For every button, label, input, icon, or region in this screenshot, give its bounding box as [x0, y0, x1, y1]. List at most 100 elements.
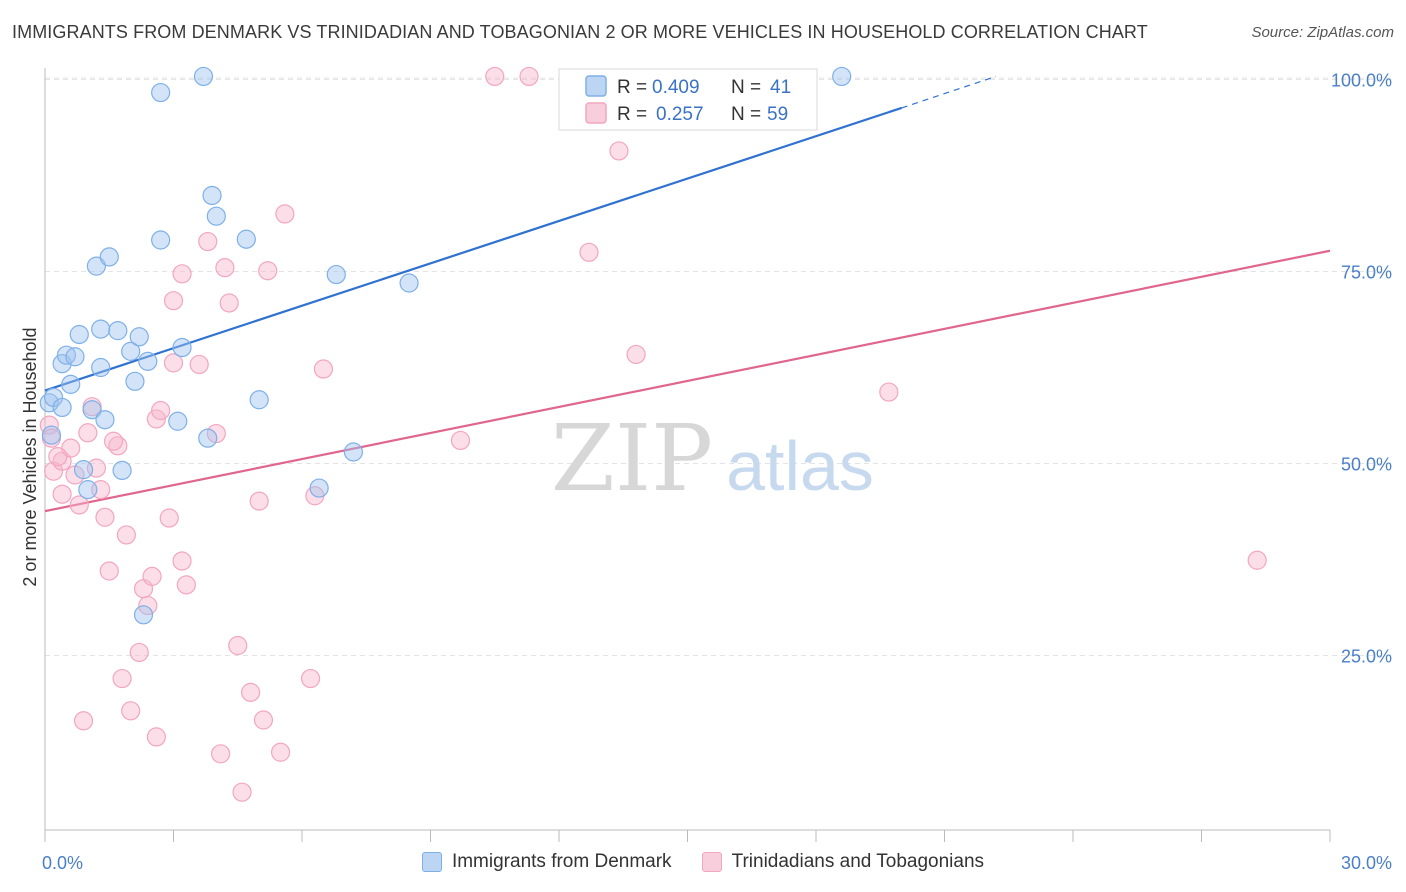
legend-swatch-denmark [585, 75, 607, 97]
y-tick-label: 50.0% [1341, 455, 1392, 475]
data-point-denmark [168, 411, 188, 431]
data-point-denmark [99, 247, 119, 267]
watermark: ZIP atlas [551, 405, 874, 512]
data-point-trinidad [198, 231, 218, 252]
data-point-trinidad [73, 711, 94, 731]
y-tick-label: 75.0% [1341, 263, 1392, 283]
data-point-denmark [121, 341, 141, 361]
legend-n-label-denmark: N = [731, 77, 761, 98]
legend-r-label-denmark: R = [617, 77, 647, 98]
data-point-denmark [82, 400, 102, 420]
data-point-denmark [138, 351, 158, 371]
data-point-denmark [91, 357, 111, 378]
data-point-denmark [95, 410, 115, 430]
data-point-denmark [309, 478, 329, 498]
data-point-denmark [52, 397, 72, 418]
data-point-denmark [73, 460, 94, 480]
data-point-denmark [108, 321, 128, 341]
data-point-trinidad [270, 742, 291, 762]
legend-n-label-trinidad: N = [731, 104, 761, 125]
tick-labels: 25.0% 50.0% 75.0% 100.0% 0.0% 30.0% [42, 71, 1392, 874]
chart-title: IMMIGRANTS FROM DENMARK VS TRINIDADIAN A… [12, 22, 1148, 42]
axes [44, 68, 1331, 842]
data-point-denmark [343, 442, 363, 462]
data-point-trinidad [142, 566, 162, 586]
data-point-trinidad [112, 668, 132, 689]
data-point-trinidad [1247, 550, 1267, 570]
data-point-trinidad [258, 261, 278, 281]
data-point-denmark [172, 337, 192, 358]
data-point-trinidad [163, 291, 184, 311]
bottom-legend-item-trinidad: Trinidadians and Tobagonians [701, 851, 984, 873]
data-point-trinidad [215, 258, 235, 278]
legend-r-value-trinidad: 0.257 [656, 104, 704, 125]
data-point-denmark [133, 605, 154, 625]
data-point-trinidad [151, 400, 171, 421]
data-point-trinidad [176, 575, 196, 595]
data-point-trinidad [211, 744, 231, 764]
data-point-trinidad [172, 264, 192, 284]
data-point-trinidad [95, 507, 115, 527]
data-point-trinidad [450, 430, 471, 451]
legend-n-value-trinidad: 59 [767, 104, 788, 125]
bottom-legend-swatch-denmark [421, 852, 442, 872]
data-point-denmark [202, 185, 222, 206]
data-point-trinidad [121, 701, 141, 721]
bottom-legend-swatch-trinidad [701, 852, 722, 872]
data-point-denmark [41, 425, 62, 445]
data-point-trinidad [219, 293, 239, 313]
grid-lines [45, 77, 1392, 656]
legend-r-label-trinidad: R = [617, 104, 647, 125]
legend-n-value-denmark: 41 [770, 77, 791, 98]
data-point-trinidad [228, 635, 248, 656]
data-point-denmark [78, 480, 98, 500]
legend: R = 0.409 N = 41 R = 0.257 N = 59 [558, 68, 818, 131]
legend-r-value-denmark: 0.409 [652, 77, 700, 98]
chart-source: Source: ZipAtlas.com [1251, 24, 1394, 41]
data-point-trinidad [241, 682, 261, 702]
y-axis-label: 2 or more Vehicles in Household [20, 327, 40, 586]
bottom-legend-label-denmark: Immigrants from Denmark [451, 851, 672, 872]
data-point-denmark [151, 82, 171, 103]
data-point-trinidad [52, 484, 72, 504]
data-point-denmark [249, 390, 269, 410]
data-point-trinidad [275, 204, 295, 224]
data-point-trinidad [159, 508, 179, 528]
data-point-trinidad [253, 710, 274, 730]
data-point-denmark [193, 66, 214, 87]
data-point-trinidad [313, 359, 334, 379]
data-point-denmark [61, 374, 81, 394]
data-point-trinidad [103, 431, 124, 451]
x-tick-label: 30.0% [1341, 853, 1392, 873]
data-point-trinidad [485, 66, 505, 87]
data-point-trinidad [146, 727, 166, 747]
data-point-trinidad [249, 491, 269, 511]
data-point-denmark [236, 229, 256, 249]
data-point-denmark [69, 324, 89, 345]
data-point-denmark [832, 66, 852, 87]
data-point-trinidad [879, 382, 899, 402]
legend-swatch-trinidad [585, 102, 607, 124]
trend-line-1 [44, 249, 1331, 513]
data-point-denmark [151, 230, 171, 250]
bottom-legend-item-denmark: Immigrants from Denmark [421, 851, 672, 873]
data-point-trinidad [626, 344, 646, 365]
data-point-trinidad [138, 595, 158, 616]
data-point-trinidad [579, 242, 599, 262]
data-point-denmark [206, 206, 226, 226]
y-tick-label: 25.0% [1341, 647, 1392, 667]
trend-line-extension-0 [901, 75, 997, 109]
data-point-denmark [112, 460, 132, 481]
data-point-denmark [198, 428, 218, 448]
watermark-atlas: atlas [726, 427, 874, 505]
data-point-trinidad [129, 642, 149, 663]
trend-line-0 [44, 106, 903, 392]
data-point-denmark [129, 327, 149, 347]
data-point-denmark [326, 264, 346, 285]
data-point-trinidad [232, 782, 252, 802]
trend-lines [44, 75, 1331, 513]
data-point-trinidad [116, 525, 136, 545]
data-point-denmark [399, 273, 419, 293]
data-point-denmark [125, 371, 145, 391]
